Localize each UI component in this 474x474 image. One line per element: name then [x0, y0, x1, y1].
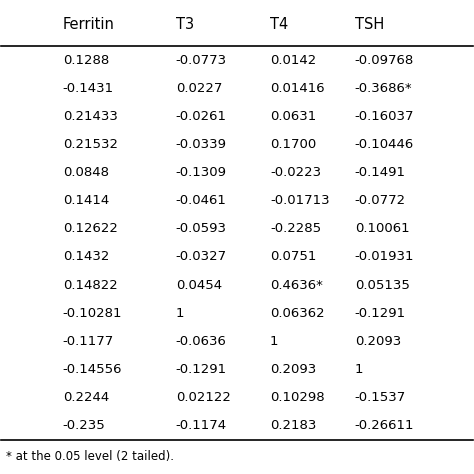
Text: -0.16037: -0.16037 — [355, 110, 414, 123]
Text: -0.1309: -0.1309 — [176, 166, 227, 179]
Text: -0.26611: -0.26611 — [355, 419, 414, 432]
Text: -0.01713: -0.01713 — [270, 194, 329, 207]
Text: -0.0461: -0.0461 — [176, 194, 227, 207]
Text: -0.1431: -0.1431 — [63, 82, 114, 95]
Text: 0.0142: 0.0142 — [270, 54, 316, 67]
Text: -0.1174: -0.1174 — [176, 419, 227, 432]
Text: 0.14822: 0.14822 — [63, 279, 118, 292]
Text: -0.0772: -0.0772 — [355, 194, 406, 207]
Text: 0.2244: 0.2244 — [63, 391, 109, 404]
Text: -0.01931: -0.01931 — [355, 250, 414, 264]
Text: 0.1432: 0.1432 — [63, 250, 109, 264]
Text: 0.4636*: 0.4636* — [270, 279, 323, 292]
Text: 0.10061: 0.10061 — [355, 222, 410, 235]
Text: -0.1537: -0.1537 — [355, 391, 406, 404]
Text: -0.1491: -0.1491 — [355, 166, 406, 179]
Text: TSH: TSH — [355, 18, 384, 32]
Text: 0.02122: 0.02122 — [176, 391, 231, 404]
Text: 0.0454: 0.0454 — [176, 279, 222, 292]
Text: 1: 1 — [355, 363, 363, 376]
Text: T3: T3 — [176, 18, 194, 32]
Text: 0.05135: 0.05135 — [355, 279, 410, 292]
Text: 0.2093: 0.2093 — [270, 363, 316, 376]
Text: -0.0636: -0.0636 — [176, 335, 227, 348]
Text: T4: T4 — [270, 18, 288, 32]
Text: 1: 1 — [176, 307, 184, 319]
Text: 1: 1 — [270, 335, 279, 348]
Text: -0.2285: -0.2285 — [270, 222, 321, 235]
Text: -0.1177: -0.1177 — [63, 335, 114, 348]
Text: -0.0223: -0.0223 — [270, 166, 321, 179]
Text: -0.0327: -0.0327 — [176, 250, 227, 264]
Text: -0.14556: -0.14556 — [63, 363, 122, 376]
Text: * at the 0.05 level (2 tailed).: * at the 0.05 level (2 tailed). — [6, 450, 174, 463]
Text: -0.10446: -0.10446 — [355, 138, 414, 151]
Text: -0.235: -0.235 — [63, 419, 105, 432]
Text: 0.1414: 0.1414 — [63, 194, 109, 207]
Text: -0.3686*: -0.3686* — [355, 82, 412, 95]
Text: 0.06362: 0.06362 — [270, 307, 325, 319]
Text: 0.2183: 0.2183 — [270, 419, 316, 432]
Text: -0.1291: -0.1291 — [355, 307, 406, 319]
Text: 0.2093: 0.2093 — [355, 335, 401, 348]
Text: 0.0631: 0.0631 — [270, 110, 316, 123]
Text: -0.09768: -0.09768 — [355, 54, 414, 67]
Text: 0.21532: 0.21532 — [63, 138, 118, 151]
Text: 0.1288: 0.1288 — [63, 54, 109, 67]
Text: 0.21433: 0.21433 — [63, 110, 118, 123]
Text: 0.1700: 0.1700 — [270, 138, 316, 151]
Text: 0.01416: 0.01416 — [270, 82, 325, 95]
Text: -0.10281: -0.10281 — [63, 307, 122, 319]
Text: 0.10298: 0.10298 — [270, 391, 325, 404]
Text: -0.0773: -0.0773 — [176, 54, 227, 67]
Text: 0.0848: 0.0848 — [63, 166, 109, 179]
Text: 0.0227: 0.0227 — [176, 82, 222, 95]
Text: -0.0339: -0.0339 — [176, 138, 227, 151]
Text: Ferritin: Ferritin — [63, 18, 115, 32]
Text: -0.0261: -0.0261 — [176, 110, 227, 123]
Text: 0.0751: 0.0751 — [270, 250, 316, 264]
Text: 0.12622: 0.12622 — [63, 222, 118, 235]
Text: -0.0593: -0.0593 — [176, 222, 227, 235]
Text: -0.1291: -0.1291 — [176, 363, 227, 376]
